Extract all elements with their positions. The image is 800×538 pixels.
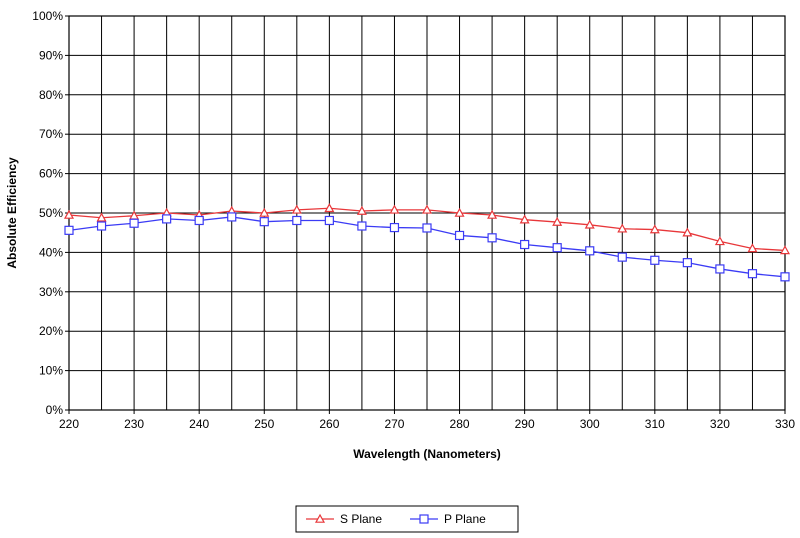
data-point: [487, 233, 497, 243]
x-tick-label: 330: [775, 417, 795, 431]
legend-marker: [314, 513, 326, 523]
data-point: [552, 216, 563, 226]
data-point: [129, 218, 139, 228]
data-point: [682, 258, 692, 268]
x-tick-label: 240: [189, 417, 209, 431]
x-tick-label: 270: [384, 417, 404, 431]
data-point: [389, 204, 400, 214]
data-point: [357, 221, 367, 231]
y-tick-label: 80%: [39, 88, 63, 102]
series-p-plane: [64, 212, 790, 282]
data-point: [714, 236, 725, 246]
y-tick-label: 40%: [39, 245, 63, 259]
legend-item: P Plane: [410, 512, 486, 526]
data-point: [291, 204, 302, 214]
y-tick-label: 100%: [32, 9, 63, 23]
y-tick-label: 20%: [39, 324, 63, 338]
y-tick-label: 70%: [39, 127, 63, 141]
x-tick-label: 220: [59, 417, 79, 431]
x-tick-label: 250: [254, 417, 274, 431]
y-tick-label: 60%: [39, 167, 63, 181]
x-tick-label: 300: [580, 417, 600, 431]
data-point: [422, 223, 432, 233]
data-point: [64, 225, 74, 235]
legend-label: S Plane: [340, 512, 382, 526]
data-point: [585, 246, 595, 256]
data-point: [454, 207, 465, 217]
data-point: [779, 245, 791, 255]
y-tick-label: 30%: [39, 285, 63, 299]
data-point: [617, 223, 628, 233]
legend-item: S Plane: [306, 512, 382, 526]
legend-marker: [419, 514, 429, 524]
data-point: [747, 269, 758, 279]
data-point: [519, 214, 530, 224]
data-point: [649, 224, 660, 234]
y-tick-label: 50%: [39, 206, 63, 220]
data-point: [454, 230, 465, 241]
y-axis-title: Absolute Efficiency: [5, 157, 19, 269]
series-s-plane: [63, 203, 791, 255]
x-tick-label: 320: [710, 417, 730, 431]
legend: S Plane P Plane: [295, 505, 519, 533]
data-point: [421, 204, 433, 214]
legend-label: P Plane: [444, 512, 486, 526]
data-point: [520, 239, 530, 250]
x-axis-title: Wavelength (Nanometers): [353, 447, 501, 461]
data-point: [487, 209, 498, 219]
data-point: [227, 212, 237, 222]
data-point: [259, 207, 270, 217]
x-tick-label: 230: [124, 417, 144, 431]
y-tick-label: 90%: [39, 48, 63, 62]
data-point: [552, 243, 562, 253]
data-point: [389, 222, 400, 233]
data-point: [356, 205, 367, 215]
data-point: [194, 215, 204, 226]
data-point: [650, 255, 660, 265]
data-point: [584, 219, 595, 229]
data-point: [259, 217, 269, 227]
data-point: [747, 243, 758, 253]
tick-labels: 220 230 240 250 260 270 280 290 300 310 320 330 0% 10…: [32, 9, 795, 431]
data-point: [715, 264, 725, 274]
x-tick-label: 280: [450, 417, 470, 431]
data-point: [162, 214, 172, 224]
data-point: [63, 209, 75, 219]
series-group: [63, 203, 791, 282]
x-tick-label: 310: [645, 417, 665, 431]
data-point: [96, 212, 107, 222]
y-tick-label: 0%: [46, 403, 64, 417]
data-point: [324, 215, 334, 226]
x-tick-label: 290: [515, 417, 535, 431]
y-tick-label: 10%: [39, 364, 63, 378]
data-point: [292, 215, 302, 226]
data-point: [780, 272, 790, 282]
data-point: [96, 221, 107, 231]
data-point: [324, 203, 335, 213]
x-tick-label: 260: [319, 417, 339, 431]
data-point: [682, 227, 693, 237]
data-point: [617, 252, 627, 262]
